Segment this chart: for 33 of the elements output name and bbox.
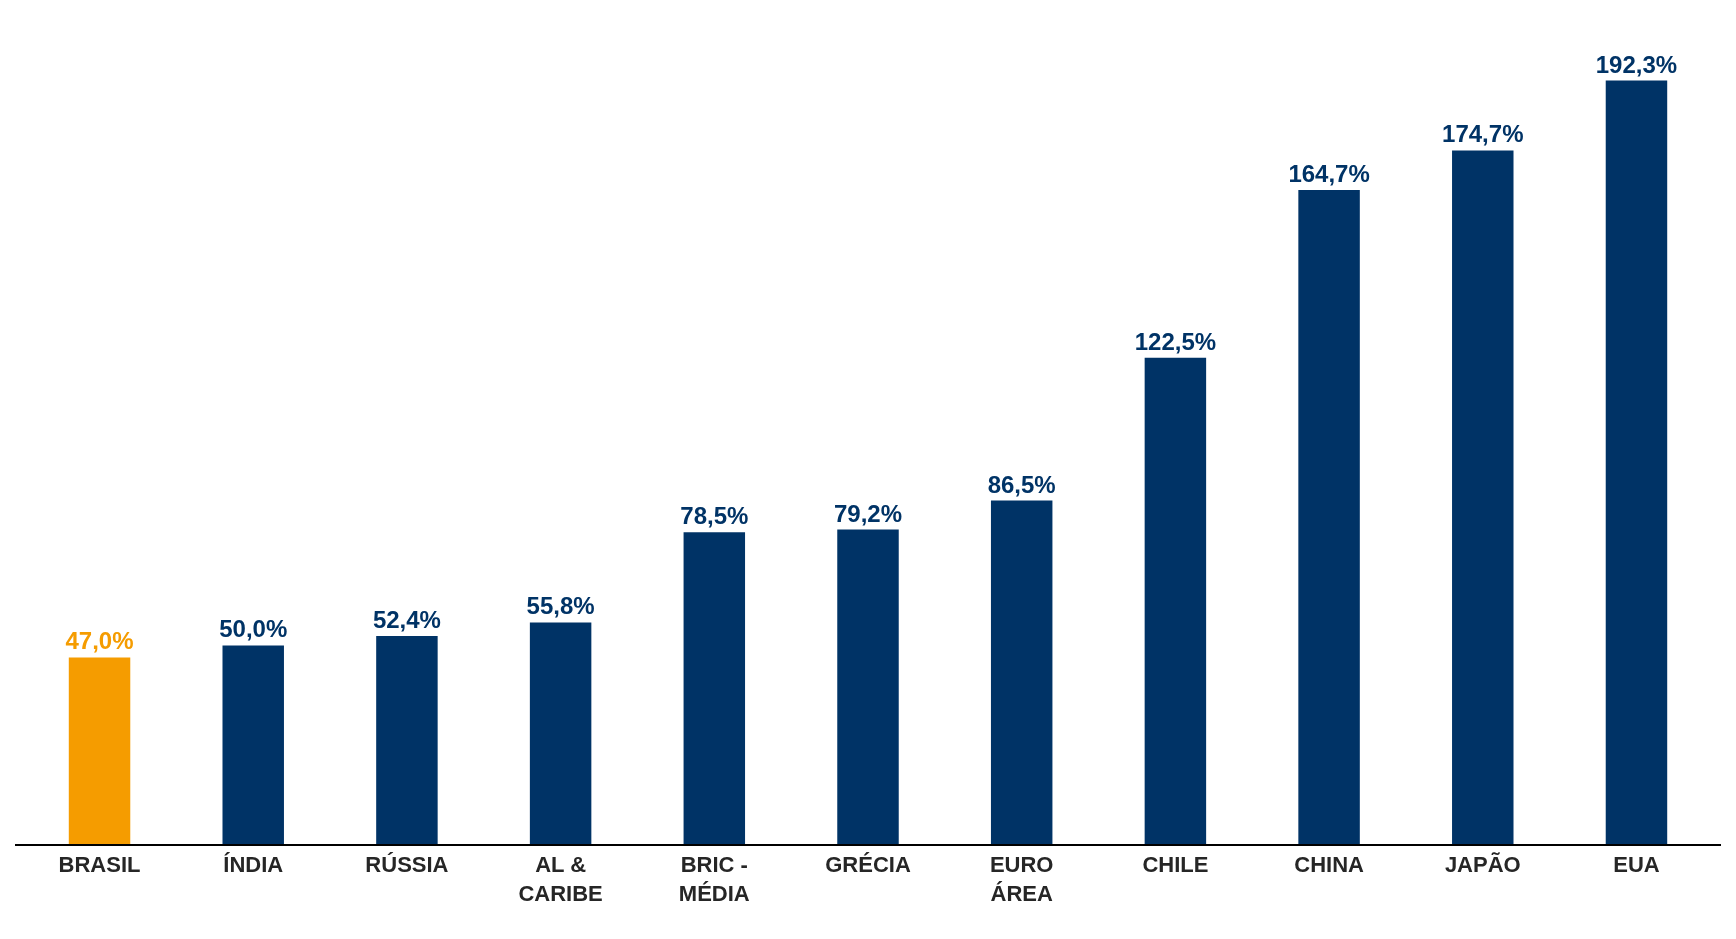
x-tick-label: EURO ÁREA bbox=[989, 852, 1054, 906]
data-label: 174,7% bbox=[1442, 120, 1524, 148]
x-tick-label: GRÉCIA bbox=[825, 852, 911, 878]
bar bbox=[990, 500, 1053, 844]
x-tick-label: AL & CARIBE bbox=[518, 852, 603, 906]
bar bbox=[1605, 80, 1668, 844]
x-tick-label: CHINA bbox=[1294, 852, 1365, 878]
data-label: 78,5% bbox=[680, 502, 749, 530]
data-label: 122,5% bbox=[1134, 327, 1217, 355]
bar bbox=[1144, 357, 1207, 844]
x-tick-label: CHILE bbox=[1142, 852, 1209, 878]
data-label: 47,0% bbox=[65, 627, 134, 655]
bar bbox=[529, 622, 592, 844]
data-label: 52,4% bbox=[372, 605, 441, 633]
bar bbox=[1452, 150, 1514, 844]
x-tick-label: RÚSSIA bbox=[365, 852, 449, 878]
bar bbox=[1298, 190, 1360, 844]
bar bbox=[683, 532, 746, 844]
x-tick-label: ÍNDIA bbox=[223, 852, 284, 878]
bar bbox=[222, 645, 284, 844]
x-tick-label: BRIC - MÉDIA bbox=[678, 852, 750, 906]
data-label: 86,5% bbox=[987, 470, 1056, 498]
data-label: 50,0% bbox=[219, 615, 288, 643]
data-label: 79,2% bbox=[833, 499, 903, 527]
x-tick-label: BRASIL bbox=[58, 852, 141, 878]
x-tick-label: JAPÃO bbox=[1444, 852, 1521, 878]
bar bbox=[68, 657, 131, 844]
data-label: 55,8% bbox=[526, 592, 595, 620]
data-label: 192,3% bbox=[1595, 50, 1678, 78]
bar bbox=[376, 635, 438, 844]
x-tick-label: EUA bbox=[1613, 852, 1660, 878]
data-label: 164,7% bbox=[1288, 160, 1370, 188]
bar bbox=[837, 529, 899, 844]
